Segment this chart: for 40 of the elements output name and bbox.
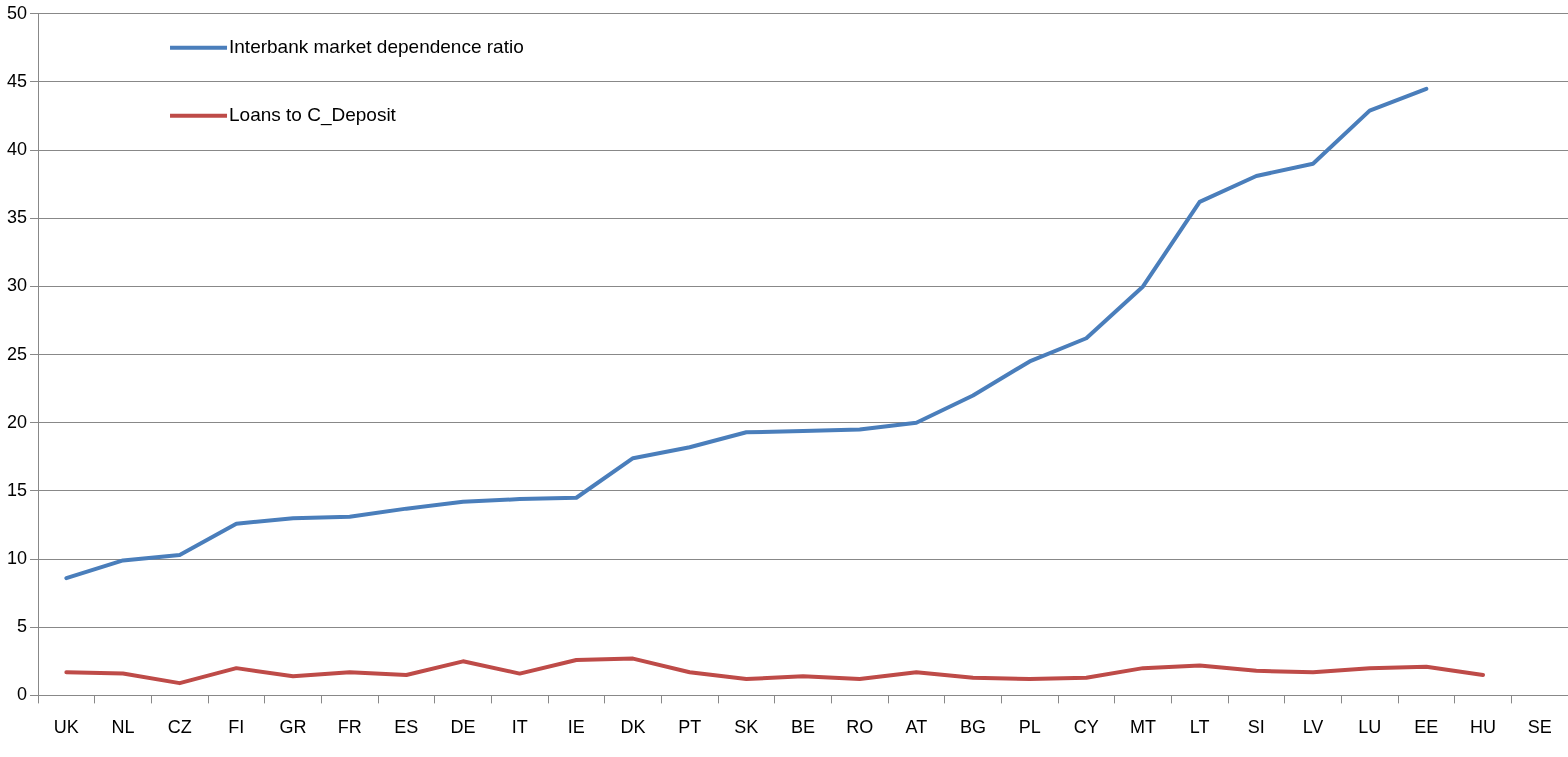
y-tick-label: 35 xyxy=(6,207,28,228)
legend-label: Interbank market dependence ratio xyxy=(229,36,524,58)
y-tick-label: 15 xyxy=(6,479,28,500)
y-tick-label: 30 xyxy=(6,275,28,296)
x-tick-label: RO xyxy=(846,717,874,738)
x-tick-label: LT xyxy=(1189,717,1210,738)
x-tick-label: HU xyxy=(1470,717,1496,738)
y-tick-label: 40 xyxy=(6,139,28,160)
x-tick-label: ES xyxy=(394,717,419,738)
legend-label: Loans to C_Deposit xyxy=(229,104,397,127)
x-tick-label: DE xyxy=(450,717,476,738)
x-tick-label: LU xyxy=(1358,717,1382,738)
x-tick-label: BG xyxy=(960,717,987,738)
x-tick-label: LV xyxy=(1302,717,1324,738)
x-tick-label: UK xyxy=(53,717,79,738)
x-tick-label: FI xyxy=(228,717,245,738)
x-tick-label: IT xyxy=(511,717,528,738)
x-tick-label: CZ xyxy=(167,717,192,738)
y-tick-label: 5 xyxy=(17,616,28,637)
y-tick-label: 20 xyxy=(6,411,28,432)
y-tick-label: 45 xyxy=(6,70,28,91)
x-tick-label: BE xyxy=(791,717,816,738)
x-tick-label: PL xyxy=(1018,717,1041,738)
x-tick-label: AT xyxy=(905,717,928,738)
x-tick-label: GR xyxy=(279,717,307,738)
y-tick-label: 50 xyxy=(6,2,28,23)
x-tick-label: PT xyxy=(678,717,702,738)
x-tick-label: MT xyxy=(1130,717,1157,738)
x-tick-label: SI xyxy=(1247,717,1265,738)
x-tick-label: DK xyxy=(620,717,646,738)
x-tick-label: NL xyxy=(111,717,135,738)
x-tick-label: IE xyxy=(567,717,585,738)
x-tick-label: FR xyxy=(337,717,362,738)
x-tick-label: EE xyxy=(1414,717,1439,738)
x-tick-label: SE xyxy=(1527,717,1552,738)
y-tick-label: 10 xyxy=(6,548,28,569)
x-tick-label: CY xyxy=(1073,717,1099,738)
x-tick-label: SK xyxy=(734,717,759,738)
y-tick-label: 25 xyxy=(6,343,28,364)
y-tick-label: 0 xyxy=(17,684,28,705)
